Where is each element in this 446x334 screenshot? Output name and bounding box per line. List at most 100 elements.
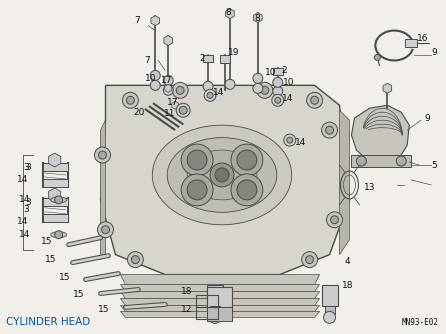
Text: 17: 17 (161, 76, 172, 85)
Circle shape (55, 196, 63, 204)
Text: 5: 5 (431, 161, 437, 170)
Circle shape (215, 168, 229, 182)
Text: 11: 11 (164, 109, 175, 118)
Text: 9: 9 (424, 114, 430, 123)
Circle shape (284, 134, 296, 146)
Text: 10: 10 (283, 78, 294, 87)
Text: 10: 10 (145, 74, 157, 83)
Text: 16: 16 (417, 34, 429, 43)
Circle shape (396, 156, 406, 166)
Text: 3: 3 (23, 205, 29, 214)
Polygon shape (120, 275, 320, 285)
Circle shape (163, 86, 173, 95)
Text: MN93-E02: MN93-E02 (402, 318, 439, 327)
Circle shape (307, 92, 322, 108)
Circle shape (126, 96, 134, 104)
Circle shape (102, 226, 109, 234)
Bar (203, 55, 213, 62)
Text: 14: 14 (20, 230, 31, 239)
Text: 15: 15 (73, 290, 84, 299)
Ellipse shape (152, 125, 292, 225)
Bar (43, 214, 68, 222)
Bar (43, 179, 68, 187)
Circle shape (99, 151, 107, 159)
Text: 15: 15 (98, 305, 109, 314)
Circle shape (187, 150, 207, 170)
Circle shape (330, 216, 339, 224)
Circle shape (310, 96, 318, 104)
Circle shape (210, 163, 234, 187)
Text: 7: 7 (135, 16, 140, 25)
Text: 14: 14 (17, 217, 29, 226)
Bar (43, 163, 68, 171)
Circle shape (275, 97, 281, 103)
Circle shape (273, 86, 283, 96)
Bar (220, 55, 230, 63)
Bar (196, 296, 218, 307)
Circle shape (150, 80, 160, 90)
Circle shape (374, 54, 380, 60)
Text: 10: 10 (265, 68, 277, 77)
Polygon shape (120, 292, 320, 299)
Text: 14: 14 (213, 88, 224, 97)
Circle shape (163, 75, 173, 86)
Bar (325, 306, 334, 314)
Text: 14: 14 (20, 195, 31, 204)
Bar (351, 155, 411, 167)
Text: 18: 18 (181, 287, 192, 296)
Text: CYLINDER HEAD: CYLINDER HEAD (6, 317, 90, 327)
Circle shape (306, 256, 314, 264)
Text: 14: 14 (295, 138, 306, 147)
Circle shape (181, 174, 213, 206)
Polygon shape (120, 299, 320, 305)
Circle shape (172, 82, 188, 98)
Circle shape (322, 122, 338, 138)
Ellipse shape (167, 138, 277, 212)
Text: 15: 15 (59, 273, 70, 282)
Text: 2: 2 (199, 54, 205, 63)
Circle shape (261, 86, 269, 94)
Text: 7: 7 (145, 56, 150, 65)
Polygon shape (100, 86, 350, 275)
Circle shape (209, 311, 221, 323)
Circle shape (207, 92, 213, 98)
Bar (207, 288, 232, 307)
Polygon shape (100, 120, 106, 260)
Text: 14: 14 (17, 175, 29, 184)
Circle shape (122, 92, 138, 108)
Bar (207, 307, 232, 321)
Circle shape (187, 180, 207, 200)
Text: 3: 3 (25, 164, 31, 172)
Circle shape (181, 144, 213, 176)
Ellipse shape (51, 232, 66, 238)
Text: 3: 3 (23, 164, 29, 172)
Ellipse shape (187, 150, 257, 200)
Bar (43, 198, 68, 206)
Polygon shape (120, 285, 320, 292)
Text: 17: 17 (167, 98, 178, 107)
Circle shape (204, 89, 216, 101)
Circle shape (272, 94, 284, 106)
Bar (273, 68, 283, 75)
Circle shape (179, 106, 187, 114)
Circle shape (176, 86, 184, 94)
Text: 8: 8 (255, 14, 260, 23)
Text: 20: 20 (133, 108, 145, 117)
Circle shape (150, 70, 160, 80)
Circle shape (95, 147, 111, 163)
Text: 13: 13 (364, 183, 376, 192)
Bar (405, 38, 417, 46)
Text: 12: 12 (181, 305, 192, 314)
Text: 15: 15 (41, 237, 52, 246)
Circle shape (98, 222, 113, 238)
Text: 9: 9 (431, 48, 437, 57)
Text: 3: 3 (25, 198, 31, 207)
Bar (207, 285, 223, 306)
Polygon shape (339, 110, 350, 255)
Circle shape (237, 150, 257, 170)
Circle shape (324, 311, 335, 323)
Text: 15: 15 (45, 255, 56, 264)
Text: 2: 2 (282, 66, 287, 75)
Circle shape (176, 103, 190, 117)
Bar (322, 285, 338, 306)
